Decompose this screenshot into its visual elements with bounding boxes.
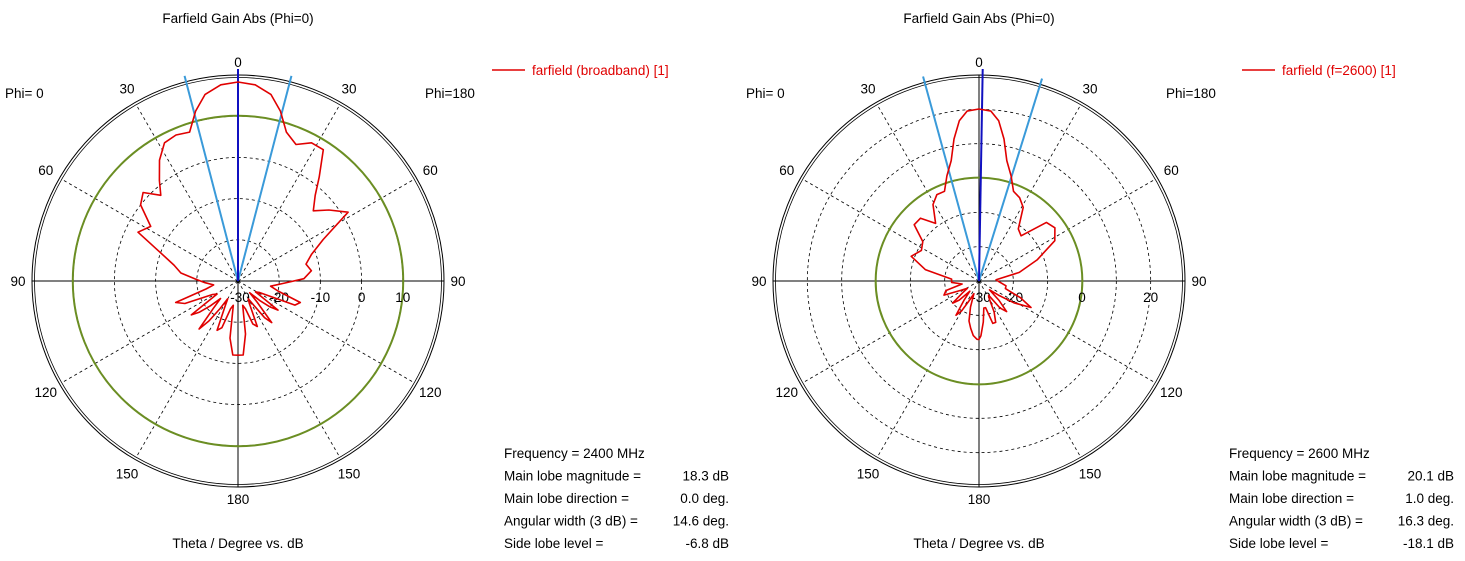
axis-label: Theta / Degree vs. dB — [172, 536, 303, 551]
polar-chart-2: Farfield Gain Abs (Phi=0) Theta / Degree … — [746, 11, 1454, 551]
angle-tick-label: 30 — [341, 82, 356, 97]
grid-spoke — [237, 280, 415, 383]
phi-right-label: Phi=180 — [1166, 86, 1216, 101]
grid-spoke — [802, 280, 980, 383]
grid-spoke — [877, 104, 980, 282]
beamwidth-marker — [978, 78, 1043, 282]
info-value: -6.8 dB — [685, 536, 729, 551]
angle-tick-label: 180 — [968, 492, 991, 507]
beamwidth-marker — [183, 75, 239, 282]
angle-tick-label: 30 — [860, 82, 875, 97]
info-value: -18.1 dB — [1403, 536, 1454, 551]
info-value: 18.3 dB — [682, 469, 729, 484]
pattern-series-line — [137, 81, 349, 356]
info-label: Side lobe level = — [504, 536, 604, 551]
angle-tick-label: 90 — [10, 274, 25, 289]
grid-spoke — [237, 280, 340, 458]
polar-chart-1: Farfield Gain Abs (Phi=0) Theta / Degree … — [5, 11, 729, 551]
angle-tick-label: 150 — [1079, 466, 1102, 481]
grid-spoke — [877, 280, 980, 458]
info-value: 0.0 deg. — [680, 491, 729, 506]
angle-tick-label: 60 — [38, 163, 53, 178]
chart-title: Farfield Gain Abs (Phi=0) — [162, 11, 313, 26]
radial-tick-label: -10 — [311, 290, 331, 305]
main-lobe-marker — [978, 69, 984, 282]
radial-tick-label: 0 — [1078, 290, 1086, 305]
angle-tick-label: 90 — [450, 274, 465, 289]
radial-tick-label: -30 — [971, 290, 991, 305]
info-label: Frequency = 2600 MHz — [1229, 446, 1370, 461]
angle-tick-label: 90 — [751, 274, 766, 289]
axis-label: Theta / Degree vs. dB — [913, 536, 1044, 551]
radial-tick-label: 20 — [1143, 290, 1158, 305]
phi-right-label: Phi=180 — [425, 86, 475, 101]
angle-tick-label: 150 — [338, 466, 361, 481]
radial-tick-label: 0 — [358, 290, 366, 305]
grid-spoke — [136, 280, 239, 458]
beamwidth-marker — [237, 75, 293, 282]
info-label: Main lobe magnitude = — [1229, 469, 1366, 484]
angle-tick-label: 150 — [116, 466, 139, 481]
angle-tick-label: 60 — [1164, 163, 1179, 178]
info-label: Side lobe level = — [1229, 536, 1329, 551]
radial-tick-label: 10 — [395, 290, 410, 305]
angle-tick-label: 30 — [1082, 82, 1097, 97]
grid-spoke — [978, 280, 1081, 458]
angle-tick-label: 150 — [857, 466, 880, 481]
info-label: Main lobe direction = — [1229, 491, 1354, 506]
info-label: Main lobe magnitude = — [504, 469, 641, 484]
beamwidth-marker — [922, 76, 980, 282]
grid-spoke — [802, 179, 980, 282]
grid-spoke — [237, 104, 340, 282]
angle-tick-label: 30 — [119, 82, 134, 97]
angle-tick-label: 60 — [779, 163, 794, 178]
angle-tick-label: 120 — [775, 385, 798, 400]
radial-tick-label: -30 — [230, 290, 250, 305]
angle-tick-label: 120 — [1160, 385, 1183, 400]
chart-title: Farfield Gain Abs (Phi=0) — [903, 11, 1054, 26]
info-label: Angular width (3 dB) = — [504, 514, 638, 529]
phi-left-label: Phi= 0 — [746, 86, 785, 101]
angle-tick-label: 60 — [423, 163, 438, 178]
angle-tick-label: 0 — [975, 55, 983, 70]
info-label: Angular width (3 dB) = — [1229, 514, 1363, 529]
legend-label: farfield (broadband) [1] — [532, 63, 669, 78]
grid-spoke — [978, 104, 1081, 282]
info-value: 20.1 dB — [1407, 469, 1454, 484]
angle-tick-label: 0 — [234, 55, 242, 70]
grid-spoke — [136, 104, 239, 282]
grid-spoke — [61, 179, 239, 282]
info-value: 1.0 deg. — [1405, 491, 1454, 506]
angle-tick-label: 120 — [34, 385, 57, 400]
angle-tick-label: 90 — [1191, 274, 1206, 289]
grid-spoke — [237, 179, 415, 282]
angle-tick-label: 120 — [419, 385, 442, 400]
grid-spoke — [978, 280, 1156, 383]
reference-circle — [874, 176, 1084, 386]
phi-left-label: Phi= 0 — [5, 86, 44, 101]
radial-tick-label: -20 — [1004, 290, 1024, 305]
angle-tick-label: 180 — [227, 492, 250, 507]
info-label: Frequency = 2400 MHz — [504, 446, 645, 461]
info-value: 14.6 deg. — [673, 514, 729, 529]
pattern-series-line — [910, 108, 1056, 341]
legend-label: farfield (f=2600) [1] — [1282, 63, 1396, 78]
info-value: 16.3 deg. — [1398, 514, 1454, 529]
info-label: Main lobe direction = — [504, 491, 629, 506]
grid-spoke — [61, 280, 239, 383]
grid-spoke — [978, 179, 1156, 282]
